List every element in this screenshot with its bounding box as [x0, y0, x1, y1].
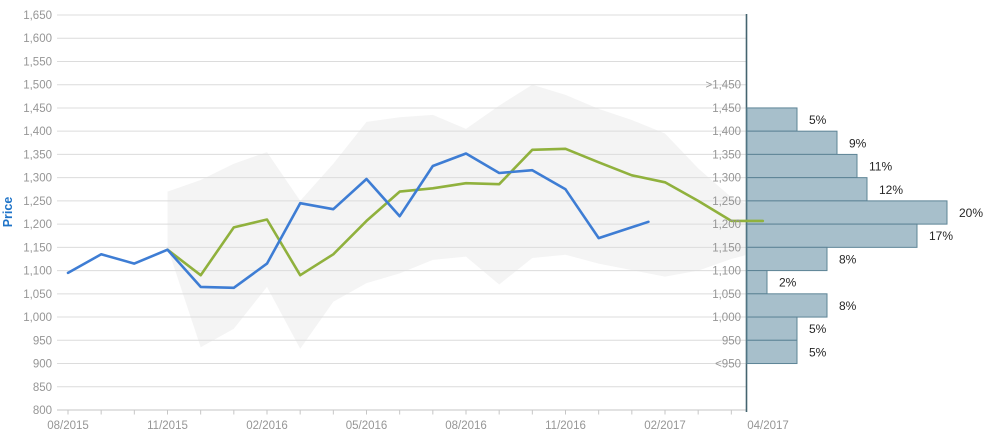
histogram-bin-label: 1,100 — [712, 266, 741, 278]
histogram-bar[interactable] — [746, 293, 828, 318]
y-tick-label: 1,250 — [23, 196, 52, 208]
histogram-pct-label: 20% — [959, 206, 983, 220]
x-tick-label: 11/2015 — [147, 420, 188, 432]
histogram-pct-label: 11% — [869, 160, 892, 174]
histogram-bar[interactable] — [746, 107, 798, 132]
y-tick-label: 1,150 — [23, 242, 52, 254]
histogram-bin-label: 1,350 — [712, 149, 741, 161]
histogram-bin-label: 1,150 — [712, 242, 741, 254]
y-tick-label: 850 — [33, 382, 52, 394]
x-tick-label: 11/2016 — [545, 420, 586, 432]
histogram-pct-label: 5% — [809, 113, 827, 127]
forecast-range-band — [167, 84, 746, 349]
y-tick-label: 800 — [33, 405, 52, 417]
histogram-bar[interactable] — [746, 153, 858, 179]
histogram-bin-label: 1,200 — [712, 219, 741, 231]
forecast-price-line[interactable] — [166, 147, 765, 277]
actual-price-line[interactable] — [66, 152, 650, 290]
histogram-bar[interactable] — [746, 177, 868, 202]
histogram-bin-label: 1,250 — [712, 196, 741, 208]
histogram-bar[interactable] — [746, 130, 838, 155]
histogram-x-label: 04/2017 — [747, 420, 789, 432]
histogram-bin-label: 1,450 — [712, 103, 741, 115]
histogram-bin-label: <950 — [715, 359, 741, 371]
x-tick-label: 08/2015 — [47, 420, 89, 432]
histogram-bin-label: 1,300 — [712, 173, 741, 185]
y-tick-label: 1,300 — [23, 173, 52, 185]
y-tick-label: 1,100 — [23, 266, 52, 278]
x-tick-label: 05/2016 — [346, 420, 388, 432]
x-tick-label: 02/2016 — [246, 420, 288, 432]
histogram-bin-label: 950 — [722, 335, 741, 347]
y-tick-label: 1,650 — [23, 10, 52, 22]
histogram-pct-label: 5% — [809, 322, 827, 336]
histogram-bin-label: 1,000 — [712, 312, 741, 324]
y-tick-label: 1,450 — [23, 103, 52, 115]
histogram-bar[interactable] — [746, 316, 798, 341]
y-tick-label: 900 — [33, 359, 52, 371]
histogram-bin-label: 1,050 — [712, 289, 741, 301]
y-tick-label: 1,600 — [23, 33, 52, 45]
y-tick-label: 1,000 — [23, 312, 52, 324]
histogram-bin-label: 1,400 — [712, 126, 741, 138]
x-tick-label: 08/2016 — [445, 420, 487, 432]
histogram-bar[interactable] — [746, 339, 798, 365]
y-tick-label: 1,200 — [23, 219, 52, 231]
histogram-pct-label: 12% — [879, 183, 903, 197]
histogram-bin-label: >1,450 — [706, 80, 742, 92]
y-tick-label: 1,050 — [23, 289, 52, 301]
histogram-pct-label: 9% — [849, 136, 867, 150]
histogram-bar[interactable] — [746, 200, 948, 225]
y-tick-label: 1,350 — [23, 149, 52, 161]
histogram-pct-label: 2% — [779, 276, 797, 290]
y-tick-label: 1,400 — [23, 126, 52, 138]
histogram-bar[interactable] — [746, 223, 918, 248]
y-tick-label: 1,550 — [23, 56, 52, 68]
histogram-bar[interactable] — [746, 270, 768, 295]
histogram-pct-label: 17% — [929, 229, 953, 243]
histogram-pct-label: 8% — [839, 299, 857, 313]
histogram-pct-label: 8% — [839, 252, 857, 266]
histogram-pct-label: 5% — [809, 345, 827, 359]
price-axis-title: Price — [1, 197, 15, 228]
y-tick-label: 950 — [33, 335, 52, 347]
y-tick-label: 1,500 — [23, 80, 52, 92]
x-tick-label: 02/2017 — [644, 420, 686, 432]
histogram-bar[interactable] — [746, 246, 828, 272]
